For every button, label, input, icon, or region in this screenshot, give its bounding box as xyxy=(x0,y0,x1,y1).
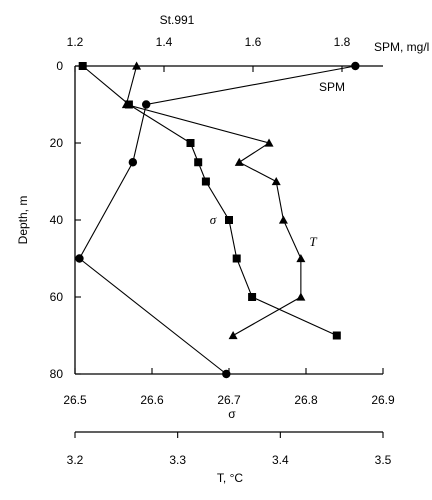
y-tick-label: 20 xyxy=(50,136,64,150)
sigma-tick-label: 26.9 xyxy=(371,393,395,407)
spm-series-label: SPM xyxy=(319,80,345,94)
spm-tick-label: 1.6 xyxy=(245,35,262,49)
sigma-tick-label: 26.8 xyxy=(294,393,318,407)
spm-tick-label: 1.4 xyxy=(156,35,173,49)
sigma-point xyxy=(194,158,203,167)
spm-series-line xyxy=(78,65,356,375)
spm-tick-label: 1.2 xyxy=(67,35,84,49)
chart-title: St.991 xyxy=(160,13,195,27)
temp-point xyxy=(296,292,306,301)
temp-point xyxy=(271,177,281,186)
y-tick-label: 40 xyxy=(50,213,64,227)
sigma-point xyxy=(332,331,341,340)
axes-layer: 0 20 40 60 80 1.2 1.4 1.6 1.8 26.5 26.6 26.7 26.8 26.… xyxy=(50,35,395,467)
sigma-point xyxy=(186,139,195,147)
temp-axis-label: T, °C xyxy=(217,471,243,485)
temp-point xyxy=(264,138,274,147)
sigma-tick-label: 26.5 xyxy=(63,393,87,407)
spm-point xyxy=(351,61,360,71)
temp-point xyxy=(296,254,306,263)
temp-point xyxy=(234,157,244,166)
temp-point xyxy=(132,61,142,70)
spm-point xyxy=(142,100,151,109)
y-tick-label: 60 xyxy=(50,290,64,304)
sigma-series-line xyxy=(82,65,338,337)
temp-tick-label: 3.4 xyxy=(272,453,289,467)
spm-point xyxy=(222,369,231,379)
sigma-point xyxy=(124,100,133,109)
y-axis-label: Depth, m xyxy=(16,196,30,245)
spm-point xyxy=(75,254,84,263)
temp-tick-label: 3.5 xyxy=(375,453,392,467)
temp-series-line xyxy=(125,65,302,336)
temp-series-label: T xyxy=(309,234,317,249)
temp-tick-label: 3.3 xyxy=(169,453,186,467)
sigma-tick-label: 26.6 xyxy=(140,393,164,407)
sigma-point xyxy=(201,177,210,186)
spm-axis-label: SPM, mg/l xyxy=(374,40,429,54)
sigma-series-label: σ xyxy=(210,212,217,227)
sigma-tick-label: 26.7 xyxy=(217,393,241,407)
sigma-point xyxy=(78,62,87,70)
y-tick-label: 0 xyxy=(56,59,63,73)
sigma-axis-label: σ xyxy=(228,407,236,421)
y-tick-label: 80 xyxy=(50,367,64,381)
spm-point xyxy=(128,158,138,167)
temp-point xyxy=(228,331,238,340)
sigma-point xyxy=(248,293,257,301)
sigma-point xyxy=(232,254,241,263)
temp-point xyxy=(278,215,288,224)
temp-point xyxy=(121,100,131,109)
series-layer xyxy=(75,61,360,379)
sigma-point xyxy=(225,216,233,224)
spm-tick-label: 1.8 xyxy=(334,35,351,49)
temp-tick-label: 3.2 xyxy=(67,453,84,467)
